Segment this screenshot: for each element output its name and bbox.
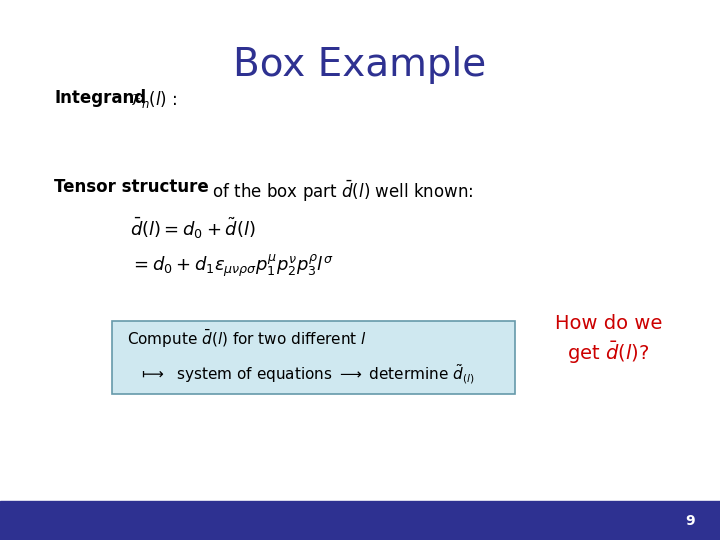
Text: $= d_0 + d_1 \varepsilon_{\mu\nu\rho\sigma} p_1^{\mu} p_2^{\nu} p_3^{\rho} l^{\s: $= d_0 + d_1 \varepsilon_{\mu\nu\rho\sig…: [130, 253, 333, 279]
FancyBboxPatch shape: [112, 321, 515, 394]
Text: Integrand: Integrand: [54, 89, 146, 107]
Text: $\mathcal{F}_n(l)$ :: $\mathcal{F}_n(l)$ :: [130, 89, 177, 110]
Bar: [0, 501, 720, 540]
Text: 9: 9: [685, 514, 695, 528]
Text: $\bar{d}(l) = d_0 + \tilde{d}(l)$: $\bar{d}(l) = d_0 + \tilde{d}(l)$: [130, 216, 255, 241]
Text: of the box part $\bar{d}(l)$ well known:: of the box part $\bar{d}(l)$ well known:: [207, 178, 473, 204]
Text: Box Example: Box Example: [233, 46, 487, 84]
Text: $\longmapsto$  system of equations $\longrightarrow$ determine $\tilde{d}_{(l)}$: $\longmapsto$ system of equations $\long…: [139, 362, 474, 386]
Text: Compute $\bar{d}(l)$ for two different $l$: Compute $\bar{d}(l)$ for two different $…: [127, 328, 367, 350]
Text: get $\bar{d}(l)$?: get $\bar{d}(l)$?: [567, 339, 649, 366]
Text: How do we: How do we: [554, 314, 662, 333]
Text: Tensor structure: Tensor structure: [54, 178, 209, 196]
